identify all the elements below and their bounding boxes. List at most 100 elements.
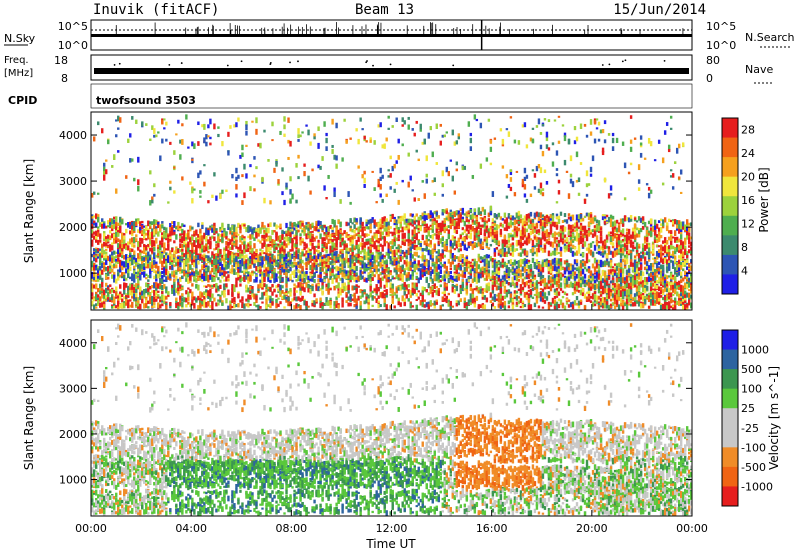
power-cell (205, 289, 208, 293)
power-cell (93, 191, 96, 195)
power-cell (127, 300, 130, 304)
power-cell (381, 231, 384, 236)
power-cell (109, 219, 112, 226)
power-cell (211, 225, 214, 228)
power-cell (227, 243, 230, 246)
power-cell (301, 295, 304, 299)
power-cell (143, 272, 146, 278)
power-cell (371, 304, 374, 308)
power-cell (343, 118, 346, 122)
power-cell (111, 268, 114, 273)
power-cell (157, 302, 160, 308)
power-cell (123, 278, 126, 282)
power-cell (153, 134, 156, 138)
power-cell (157, 222, 160, 225)
power-cell (127, 245, 130, 251)
power-cell (219, 269, 222, 273)
power-cell (231, 258, 234, 263)
power-cell (157, 248, 160, 254)
power-cell (181, 301, 184, 308)
power-cell (139, 241, 142, 248)
power-cell (241, 296, 244, 302)
power-cell (471, 174, 475, 179)
power-cell (115, 291, 118, 295)
power-cell (303, 171, 306, 177)
power-cell (349, 137, 352, 140)
power-cell (283, 199, 286, 206)
power-cell (155, 134, 158, 138)
power-cell (355, 220, 358, 223)
power-cell (179, 295, 182, 300)
power-cell (213, 272, 216, 275)
power-cell (417, 158, 420, 162)
power-cell (473, 212, 477, 216)
power-cell (117, 150, 120, 153)
power-cell (317, 142, 320, 149)
power-cell (127, 267, 130, 272)
power-cell (153, 183, 156, 188)
power-cell (153, 253, 156, 258)
power-cell (227, 243, 230, 249)
nave-point (180, 62, 183, 64)
power-cell (235, 122, 238, 128)
power-cell (99, 290, 102, 295)
power-cell (99, 248, 102, 251)
power-cell (219, 299, 222, 303)
power-cell (115, 216, 118, 222)
power-cell (141, 295, 144, 300)
power-cell (133, 286, 136, 291)
power-cell (155, 295, 158, 299)
power-cell (231, 254, 234, 261)
power-cell (173, 190, 176, 194)
power-cell (95, 256, 98, 263)
power-cell (271, 139, 274, 142)
power-cell (201, 254, 204, 257)
power-cell (249, 264, 252, 269)
power-cell (393, 234, 396, 238)
power-cell (205, 255, 208, 259)
power-cell (105, 169, 108, 175)
power-cell (325, 196, 328, 200)
power-cell (101, 252, 104, 257)
power-cell (251, 120, 254, 123)
power-cell (453, 190, 457, 195)
power-cell (379, 282, 382, 288)
power-cell (175, 246, 178, 249)
power-cell (383, 298, 386, 304)
power-cell (203, 181, 206, 187)
power-cell (135, 221, 138, 227)
power-cell (101, 293, 104, 298)
power-cell (153, 269, 156, 274)
power-cell (351, 251, 354, 255)
power-cell (111, 288, 114, 293)
power-cell (373, 274, 376, 278)
power-cell (147, 283, 150, 288)
nave-point (608, 63, 611, 66)
power-cell (443, 261, 446, 264)
power-cell (401, 143, 404, 147)
power-cell (199, 170, 202, 175)
power-cell (303, 163, 306, 167)
power-cell (117, 272, 120, 279)
power-cell (305, 300, 308, 306)
power-cell (203, 296, 206, 302)
power-cell (99, 260, 102, 266)
power-cell (203, 256, 206, 262)
power-cell (401, 264, 404, 269)
power-cell (393, 241, 396, 247)
power-cell (95, 213, 98, 219)
power-cell (309, 190, 312, 195)
power-cell (141, 257, 144, 261)
power-cell (153, 296, 156, 301)
power-cell (93, 257, 96, 262)
power-cell (155, 226, 158, 231)
power-cell (111, 245, 114, 251)
power-cell (275, 161, 278, 167)
power-cell (101, 277, 104, 283)
power-cell (97, 277, 100, 282)
power-cell (187, 229, 190, 234)
power-cell (123, 296, 126, 300)
nave-point (240, 60, 243, 63)
power-cell (207, 200, 210, 204)
power-cell (109, 244, 112, 249)
